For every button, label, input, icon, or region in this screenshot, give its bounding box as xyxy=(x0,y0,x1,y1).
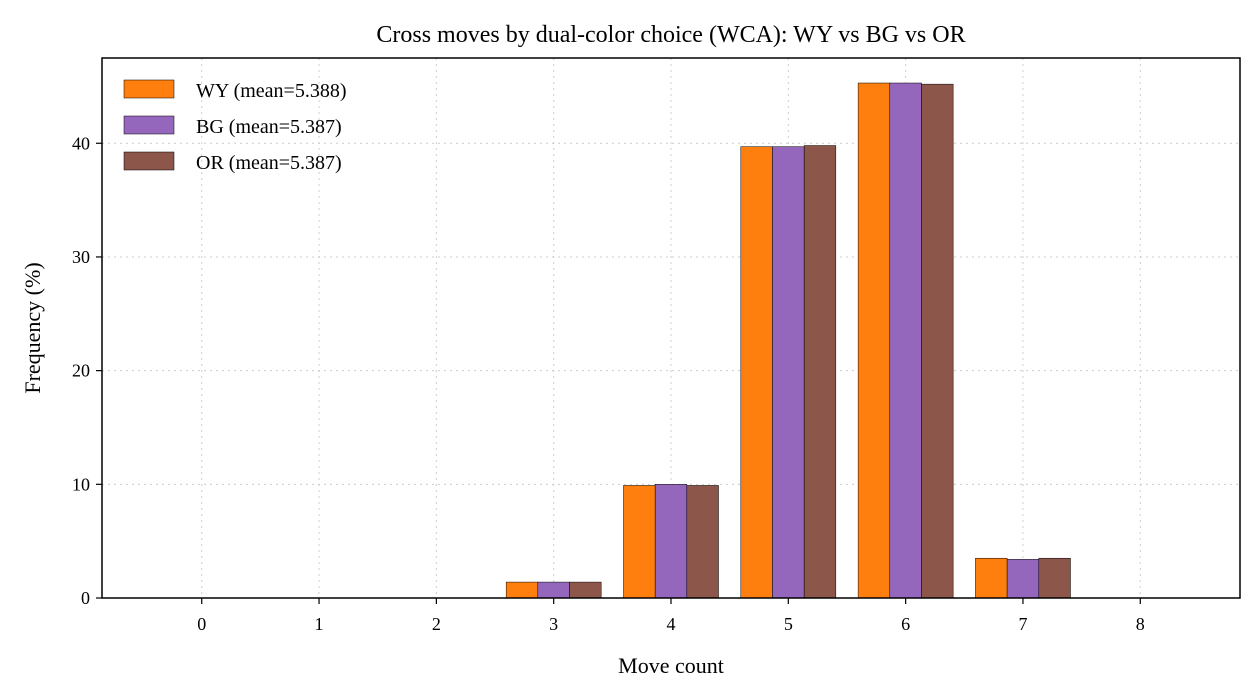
x-tick-label: 5 xyxy=(784,614,793,634)
bar-series-1-cat-7 xyxy=(1006,559,1040,599)
bar-series-0-cat-7 xyxy=(975,557,1008,599)
x-tick-label: 0 xyxy=(197,614,206,634)
bar-series-0-cat-3 xyxy=(505,581,539,599)
x-axis-label: Move count xyxy=(618,653,724,678)
x-tick-label: 3 xyxy=(549,614,558,634)
legend-swatch xyxy=(123,79,175,99)
y-tick-label: 20 xyxy=(72,361,90,381)
y-tick-label: 10 xyxy=(72,474,90,494)
bars-layer xyxy=(505,82,1071,599)
x-tick-label: 8 xyxy=(1136,614,1145,634)
ticks-layer: 0 1 2 3 4 5 6 7 8 0 10 20 30 40 xyxy=(72,133,1145,634)
y-tick-label: 0 xyxy=(81,588,90,608)
y-tick-label: 30 xyxy=(72,247,90,267)
x-tick-label: 1 xyxy=(315,614,324,634)
bar-series-0-cat-5 xyxy=(740,146,773,599)
legend-label: OR (mean=5.387) xyxy=(196,152,342,174)
legend: WY (mean=5.388) BG (mean=5.387) OR (mean=5… xyxy=(123,79,347,174)
legend-swatch xyxy=(123,115,175,135)
bar-series-1-cat-4 xyxy=(654,484,688,599)
bar-series-1-cat-5 xyxy=(772,146,805,599)
bar-series-0-cat-4 xyxy=(623,485,656,599)
bar-series-1-cat-6 xyxy=(889,82,922,599)
bar-series-2-cat-6 xyxy=(921,83,954,599)
bar-series-2-cat-4 xyxy=(686,485,719,599)
x-tick-label: 2 xyxy=(432,614,441,634)
bar-series-2-cat-5 xyxy=(803,145,837,599)
legend-swatch xyxy=(123,151,175,171)
bar-series-0-cat-6 xyxy=(857,82,891,599)
bar-series-1-cat-3 xyxy=(537,581,570,599)
legend-label: WY (mean=5.388) xyxy=(196,80,347,102)
y-tick-label: 40 xyxy=(72,133,90,153)
bar-series-2-cat-7 xyxy=(1038,557,1071,599)
chart-title: Cross moves by dual-color choice (WCA): … xyxy=(376,22,965,48)
x-tick-label: 4 xyxy=(667,614,676,634)
x-tick-label: 6 xyxy=(901,614,910,634)
x-tick-label: 7 xyxy=(1018,614,1027,634)
bar-series-2-cat-3 xyxy=(569,581,602,599)
legend-label: BG (mean=5.387) xyxy=(196,116,342,138)
y-axis-label: Frequency (%) xyxy=(20,262,45,393)
